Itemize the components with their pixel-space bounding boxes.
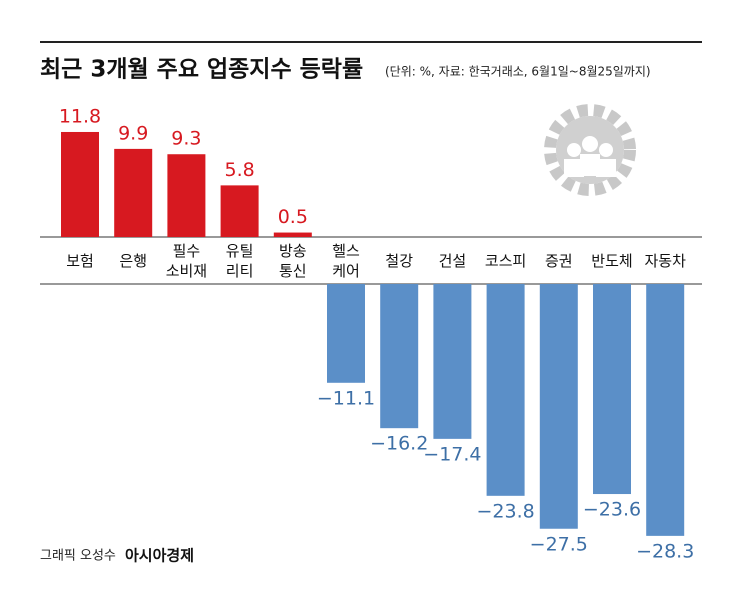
bar — [273, 232, 312, 237]
category-label: 건설 — [439, 252, 467, 270]
value-label: −11.1 — [317, 387, 375, 409]
bar — [167, 154, 206, 237]
bar — [220, 185, 259, 237]
category-label: 철강 — [385, 252, 413, 270]
value-label: 9.9 — [118, 122, 148, 144]
value-label: 5.8 — [224, 159, 254, 181]
value-label: −16.2 — [370, 433, 428, 455]
value-label: −17.4 — [423, 443, 481, 465]
category-label: 보험 — [66, 252, 94, 270]
value-label: −23.8 — [476, 500, 534, 522]
category-label: 필수 소비재 — [166, 242, 207, 280]
value-label: −23.6 — [583, 499, 641, 521]
chart-title: 최근 3개월 주요 업종지수 등락률 — [40, 57, 363, 83]
credit: 그래픽 오성수 — [40, 549, 116, 564]
bar — [433, 284, 472, 439]
bar — [327, 284, 365, 383]
bar — [646, 284, 685, 536]
category-label: 자동차 — [644, 252, 686, 270]
bar — [114, 148, 153, 237]
value-label: −28.3 — [636, 540, 694, 562]
value-label: 9.3 — [171, 128, 201, 150]
category-label: 반도체 — [591, 252, 632, 270]
value-label: −27.5 — [530, 533, 588, 555]
bar — [539, 284, 578, 529]
chart-subtitle: (단위: %, 자료: 한국거래소, 6월1일~8월25일까지) — [385, 65, 651, 79]
category-label: 코스피 — [485, 252, 526, 270]
category-label: 증권 — [545, 252, 573, 270]
source: 아시아경제 — [125, 547, 194, 565]
category-label: 은행 — [119, 252, 147, 270]
bar — [593, 284, 631, 495]
bar — [61, 131, 99, 237]
category-label: 유틸 리티 — [226, 242, 254, 280]
bar — [486, 284, 525, 496]
bar — [380, 284, 419, 429]
value-label: 11.8 — [59, 105, 101, 127]
value-label: 0.5 — [278, 206, 308, 228]
category-label: 헬스 케어 — [332, 242, 360, 280]
icon-gear — [544, 104, 636, 196]
category-label: 방송 통신 — [279, 242, 307, 280]
